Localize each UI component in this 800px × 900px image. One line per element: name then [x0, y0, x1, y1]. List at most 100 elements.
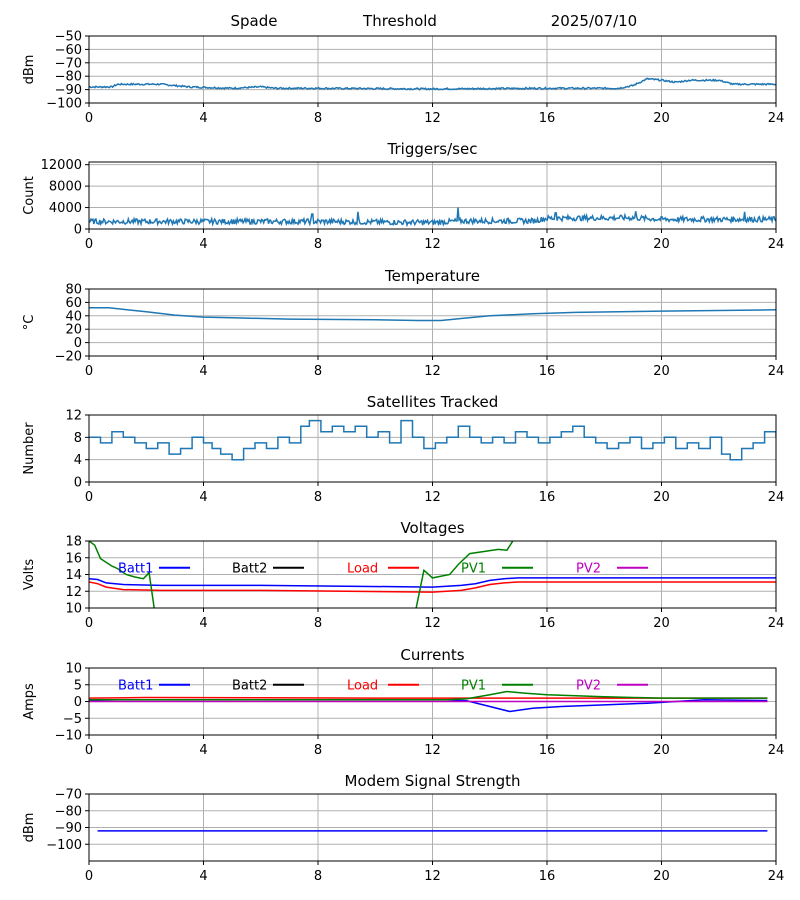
x-tick-label: 0: [85, 616, 93, 631]
y-tick-label: 60: [65, 296, 82, 311]
chart-title: Triggers/sec: [387, 140, 478, 158]
x-tick-label: 20: [653, 237, 670, 252]
y-tick-label: −5: [63, 712, 82, 727]
legend-label-load: Load: [347, 561, 378, 576]
chart-noise: 0 4 8 12 16 20 24 −100−90−80−70−60−50 dBm: [22, 30, 784, 127]
y-tick-label: 0: [74, 476, 82, 491]
x-tick-label: 20: [653, 869, 670, 884]
y-tick-label: −60: [55, 43, 82, 58]
y-axis-label: dBm: [22, 813, 37, 843]
series-line-satellites: [89, 419, 776, 461]
legend-label-batt1: Batt1: [118, 561, 153, 576]
y-tick-label: −70: [55, 788, 82, 803]
legend-label-pv2: PV2: [576, 678, 601, 693]
x-tick-label: 0: [85, 490, 93, 505]
x-tick-label: 12: [424, 490, 441, 505]
x-tick-label: 4: [199, 364, 207, 379]
y-axis-label: Volts: [22, 559, 37, 591]
x-tick-label: 12: [424, 869, 441, 884]
series-line-pv1: [89, 541, 514, 608]
legend-label-pv1: PV1: [461, 678, 486, 693]
y-tick-label: 4: [74, 453, 82, 468]
x-tick-label: 16: [539, 364, 556, 379]
y-tick-label: −70: [55, 56, 82, 71]
y-tick-label: −100: [46, 97, 82, 112]
y-tick-label: 80: [65, 283, 82, 298]
y-tick-label: −90: [55, 821, 82, 836]
chart-title: Modem Signal Strength: [345, 772, 521, 790]
y-tick-label: −80: [55, 804, 82, 819]
x-tick-label: 20: [653, 111, 670, 126]
y-tick-label: 0: [74, 336, 82, 351]
y-tick-label: −80: [55, 70, 82, 85]
y-tick-label: 18: [65, 535, 82, 550]
chart-satellites: 0 4 8 12 16 20 24 0 4 8 12 Number Satellites Tracked: [22, 393, 784, 505]
x-tick-label: 12: [424, 616, 441, 631]
x-tick-label: 16: [539, 743, 556, 758]
x-tick-label: 8: [314, 111, 322, 126]
x-tick-label: 4: [199, 111, 207, 126]
x-tick-label: 24: [768, 237, 785, 252]
y-tick-label: −10: [55, 729, 82, 744]
y-tick-label: 12: [65, 585, 82, 600]
series-line-temperature: [89, 307, 776, 322]
chart-modem: 0 4 8 12 16 20 24 −100 −90 −80−70 dBm Modem Signal …: [22, 772, 784, 884]
x-tick-label: 24: [768, 869, 785, 884]
y-tick-label: 10: [65, 602, 82, 617]
x-tick-label: 8: [314, 490, 322, 505]
legend-label-load: Load: [347, 678, 378, 693]
y-tick-label: 5: [74, 678, 82, 693]
x-tick-label: 12: [424, 364, 441, 379]
x-tick-label: 24: [768, 743, 785, 758]
x-tick-label: 4: [199, 616, 207, 631]
x-tick-label: 16: [539, 616, 556, 631]
x-tick-label: 8: [314, 743, 322, 758]
x-tick-label: 12: [424, 743, 441, 758]
y-tick-label: 8000: [49, 180, 82, 195]
y-tick-label: −50: [55, 30, 82, 45]
header-date: 2025/07/10: [551, 12, 637, 30]
series-line-triggers: [89, 207, 776, 228]
x-tick-label: 0: [85, 743, 93, 758]
x-tick-label: 24: [768, 364, 785, 379]
y-tick-label: −90: [55, 83, 82, 98]
series-line-pv1: [89, 690, 768, 701]
legend-label-pv2: PV2: [576, 561, 601, 576]
x-tick-label: 16: [539, 869, 556, 884]
header-mode: Threshold: [362, 12, 437, 30]
y-axis-label: °C: [22, 315, 37, 331]
x-tick-label: 20: [653, 743, 670, 758]
series-line-batt1: [89, 577, 776, 588]
legend-label-batt2: Batt2: [232, 561, 267, 576]
y-tick-label: 0: [74, 695, 82, 710]
x-tick-label: 20: [653, 616, 670, 631]
y-tick-label: −20: [55, 350, 82, 365]
series-line-load: [89, 581, 776, 593]
chart-title: Voltages: [400, 519, 464, 537]
x-tick-label: 16: [539, 111, 556, 126]
series-line-noise: [89, 77, 776, 91]
y-tick-label: 16: [65, 551, 82, 566]
y-axis-label: dBm: [22, 55, 37, 85]
y-tick-label: −100: [46, 838, 82, 853]
x-tick-label: 0: [85, 869, 93, 884]
legend-label-batt2: Batt2: [232, 678, 267, 693]
chart-triggers: 0 4 8 12 16 20 24 0 4000 8000 12000 Count Triggers/s…: [22, 140, 784, 252]
x-tick-label: 0: [85, 364, 93, 379]
chart-title: Temperature: [384, 267, 480, 285]
y-tick-label: 14: [65, 568, 82, 583]
x-tick-label: 8: [314, 869, 322, 884]
y-tick-label: 4000: [49, 201, 82, 216]
chart-title: Satellites Tracked: [367, 393, 498, 411]
x-tick-label: 8: [314, 616, 322, 631]
x-tick-label: 8: [314, 237, 322, 252]
x-tick-label: 16: [539, 237, 556, 252]
x-tick-label: 0: [85, 237, 93, 252]
y-axis-label: Count: [22, 176, 37, 215]
x-tick-label: 24: [768, 111, 785, 126]
x-tick-label: 12: [424, 111, 441, 126]
chart-title: Currents: [400, 646, 464, 664]
x-tick-label: 20: [653, 364, 670, 379]
